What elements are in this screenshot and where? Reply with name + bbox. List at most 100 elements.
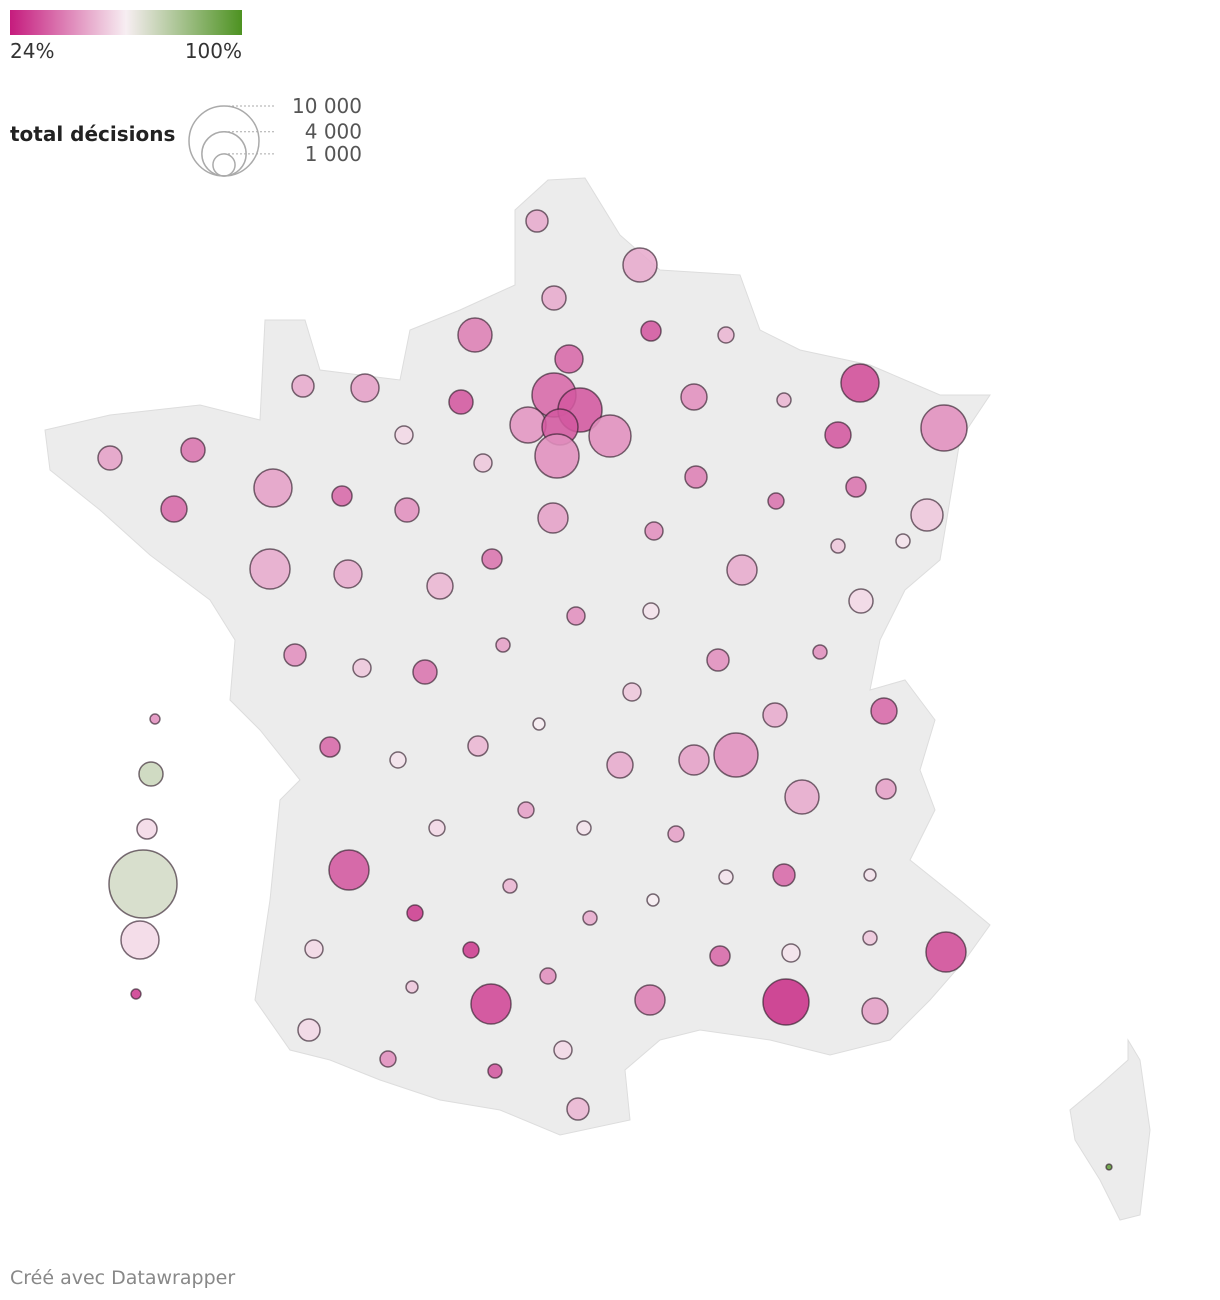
size-legend-label: 10 000: [292, 94, 362, 118]
bubble: [588, 414, 632, 458]
bubble: [457, 317, 493, 353]
bubble: [862, 930, 878, 946]
bubble: [684, 465, 708, 489]
bubble: [509, 406, 547, 444]
bubble: [352, 658, 372, 678]
bubble: [160, 495, 188, 523]
bubble: [534, 433, 580, 479]
bubble: [925, 931, 967, 973]
bubble: [622, 247, 658, 283]
bubble: [863, 868, 877, 882]
bubble: [462, 941, 480, 959]
color-legend-max: 100%: [185, 39, 242, 63]
bubble: [149, 713, 161, 725]
bubble: [678, 744, 710, 776]
bubble: [667, 825, 685, 843]
bubble: [776, 392, 792, 408]
bubble: [180, 437, 206, 463]
bubble: [784, 779, 820, 815]
bubble: [136, 818, 158, 840]
bubble: [291, 374, 315, 398]
bubble: [1105, 1163, 1113, 1171]
bubble: [253, 468, 293, 508]
bubble: [767, 492, 785, 510]
bubble: [582, 910, 598, 926]
bubble: [120, 920, 160, 960]
bubble: [304, 939, 324, 959]
france-outline: [44, 177, 991, 1136]
bubble: [394, 497, 420, 523]
bubble: [108, 849, 178, 919]
bubble: [138, 761, 164, 787]
bubble: [566, 606, 586, 626]
bubble: [845, 476, 867, 498]
bubble: [502, 878, 518, 894]
bubble: [576, 820, 592, 836]
bubble: [537, 502, 569, 534]
bubble: [283, 643, 307, 667]
bubble: [680, 383, 708, 411]
size-legend-label: 4 000: [305, 120, 362, 144]
bubble: [706, 648, 730, 672]
bubble: [467, 735, 489, 757]
bubble: [394, 425, 414, 445]
corsica-outline: [1069, 1038, 1151, 1221]
bubble: [781, 943, 801, 963]
bubble: [870, 697, 898, 725]
bubble: [470, 983, 512, 1025]
bubble: [541, 285, 567, 311]
bubble: [412, 659, 438, 685]
bubble: [249, 548, 291, 590]
size-legend-label: 1 000: [305, 142, 362, 166]
bubble: [642, 602, 660, 620]
bubble: [718, 869, 734, 885]
bubble: [606, 751, 634, 779]
bubble: [379, 1050, 397, 1068]
bubble: [319, 736, 341, 758]
bubble: [553, 1040, 573, 1060]
bubble: [824, 421, 852, 449]
bubble: [333, 559, 363, 589]
bubble: [875, 778, 897, 800]
bubble: [717, 326, 735, 344]
bubble: [848, 588, 874, 614]
color-legend-bar: [10, 10, 242, 35]
bubble: [709, 945, 731, 967]
bubble: [640, 320, 662, 342]
size-legend-title: total décisions: [10, 122, 175, 146]
bubble: [97, 445, 123, 471]
bubble: [481, 548, 503, 570]
bubble: [566, 1097, 590, 1121]
bubble: [532, 717, 546, 731]
size-legend-circle: [212, 153, 236, 177]
bubble: [473, 453, 493, 473]
bubble: [350, 373, 380, 403]
bubble: [517, 801, 535, 819]
bubble: [487, 1063, 503, 1079]
bubble: [406, 904, 424, 922]
bubble: [539, 967, 557, 985]
bubble: [130, 988, 142, 1000]
bubble: [328, 849, 370, 891]
bubble: [910, 498, 944, 532]
bubble: [644, 521, 664, 541]
bubble: [840, 363, 880, 403]
bubble: [772, 863, 796, 887]
color-legend-min: 24%: [10, 39, 54, 63]
bubble: [331, 485, 353, 507]
bubble: [762, 702, 788, 728]
bubble: [920, 404, 968, 452]
bubble: [713, 732, 759, 778]
bubble: [812, 644, 828, 660]
bubble: [646, 893, 660, 907]
bubble: [762, 978, 810, 1026]
bubble: [297, 1018, 321, 1042]
bubble: [830, 538, 846, 554]
bubble: [389, 751, 407, 769]
size-legend-circle: [188, 105, 260, 177]
bubble: [525, 209, 549, 233]
bubble: [895, 533, 911, 549]
bubble: [405, 980, 419, 994]
bubble: [428, 819, 446, 837]
